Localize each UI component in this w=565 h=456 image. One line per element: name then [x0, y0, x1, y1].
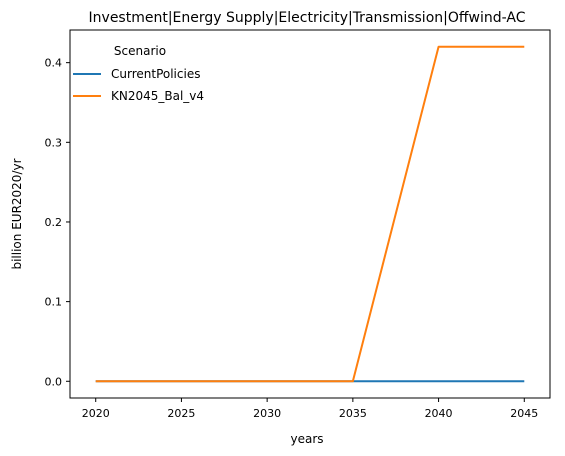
legend-label: CurrentPolicies — [111, 67, 200, 81]
x-tick-label: 2035 — [339, 407, 367, 420]
x-tick-label: 2045 — [510, 407, 538, 420]
y-tick-label: 0.1 — [45, 296, 63, 309]
x-tick-label: 2030 — [253, 407, 281, 420]
x-axis-label: years — [290, 432, 323, 446]
y-axis-label: billion EUR2020/yr — [10, 158, 24, 269]
plot-frame — [69, 29, 551, 399]
y-tick-label: 0.4 — [45, 57, 63, 70]
y-tick-label: 0.2 — [45, 216, 63, 229]
chart-title: Investment|Energy Supply|Electricity|Tra… — [89, 10, 526, 26]
x-tick-label: 2040 — [425, 407, 453, 420]
y-tick-label: 0.3 — [45, 136, 63, 149]
legend: Scenario CurrentPolicies KN2045_Bal_v4 — [73, 44, 204, 103]
legend-title: Scenario — [114, 44, 166, 58]
legend-label: KN2045_Bal_v4 — [111, 89, 204, 103]
y-tick-label: 0.0 — [45, 375, 63, 388]
series-lines — [95, 45, 525, 383]
x-tick-label: 2020 — [82, 407, 110, 420]
x-axis: 2020 2025 2030 2035 2040 2045 — [82, 398, 538, 420]
series-line-kn2045-bal-v4 — [95, 45, 525, 383]
x-tick-label: 2025 — [167, 407, 195, 420]
y-axis: 0.0 0.1 0.2 0.3 0.4 — [45, 57, 70, 388]
